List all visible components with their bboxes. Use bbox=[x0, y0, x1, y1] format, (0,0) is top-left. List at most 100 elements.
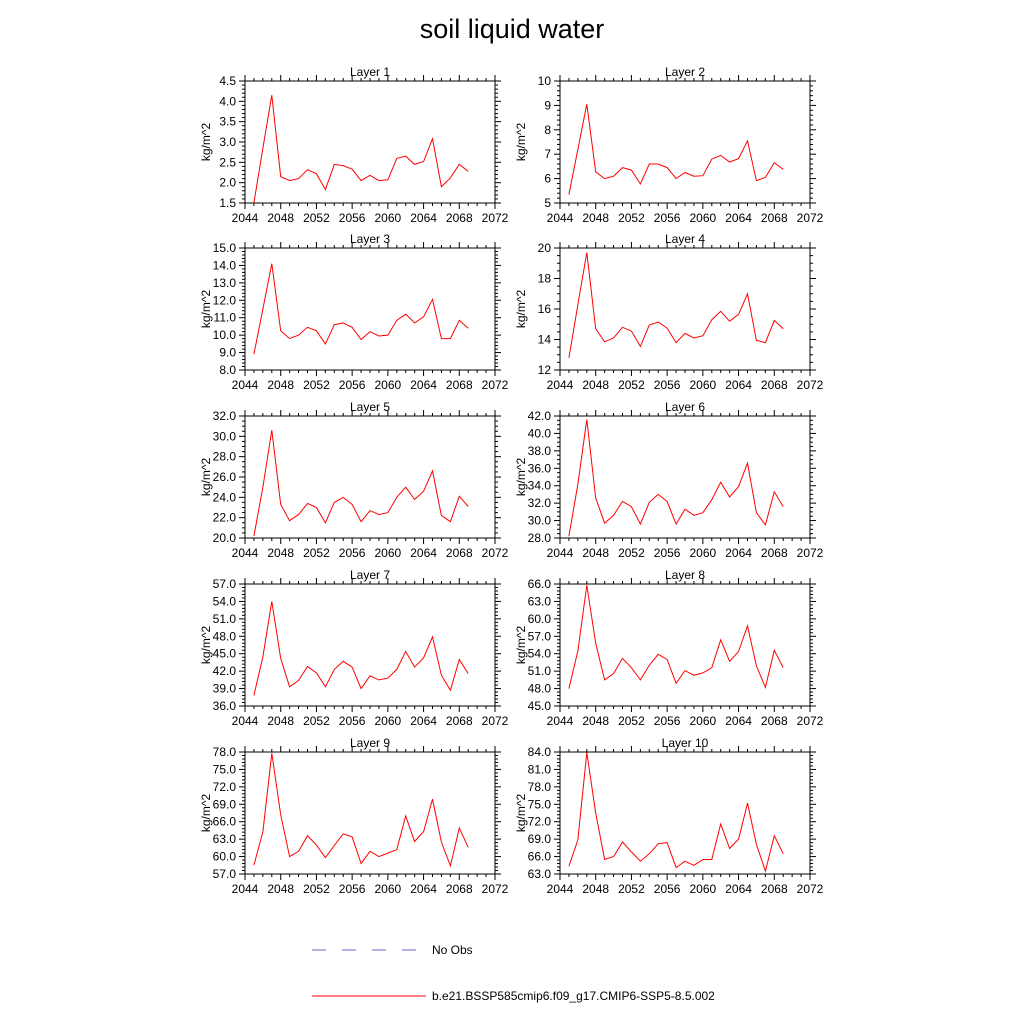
x-tick-label: 2052 bbox=[303, 714, 330, 728]
series-line bbox=[253, 753, 469, 868]
y-tick-label: 60.0 bbox=[528, 612, 552, 626]
x-tick-label: 2044 bbox=[232, 546, 259, 560]
x-tick-label: 2056 bbox=[654, 546, 681, 560]
y-tick-label: 75.0 bbox=[213, 762, 237, 776]
x-tick-label: 2072 bbox=[797, 211, 824, 225]
x-tick-label: 2048 bbox=[582, 714, 609, 728]
y-tick-label: 32.0 bbox=[213, 409, 237, 423]
y-tick-label: 30.0 bbox=[528, 514, 552, 528]
y-tick-label: 4.0 bbox=[219, 94, 236, 108]
y-tick-label: 6 bbox=[544, 172, 551, 186]
x-tick-label: 2056 bbox=[339, 882, 366, 896]
y-tick-label: 13.0 bbox=[213, 276, 237, 290]
x-tick-label: 2052 bbox=[618, 882, 645, 896]
x-tick-label: 2068 bbox=[761, 378, 788, 392]
x-tick-label: 2064 bbox=[410, 211, 437, 225]
y-tick-label: 75.0 bbox=[528, 797, 552, 811]
plot-frame bbox=[244, 751, 496, 875]
series-line bbox=[568, 252, 784, 358]
x-tick-label: 2060 bbox=[690, 882, 717, 896]
y-tick-label: 32.0 bbox=[528, 496, 552, 510]
y-tick-label: 45.0 bbox=[213, 647, 237, 661]
x-tick-label: 2056 bbox=[339, 714, 366, 728]
panel-layer-4: Layer 4 2044 2048 2052 2056 2060 2064 2068 2072 1… bbox=[514, 232, 824, 392]
series-line bbox=[568, 585, 784, 690]
panel-layer-3: Layer 3 2044 2048 2052 2056 2060 2064 2068 2072 8… bbox=[199, 232, 509, 392]
plot-frame bbox=[244, 415, 496, 539]
panel-title: Layer 3 bbox=[350, 232, 390, 246]
y-tick-label: 5 bbox=[544, 196, 551, 210]
y-tick-label: 45.0 bbox=[528, 699, 552, 713]
y-tick-label: 69.0 bbox=[213, 797, 237, 811]
panel-layer-5: Layer 5 2044 2048 2052 2056 2060 2064 2068 2072 2… bbox=[199, 400, 509, 560]
y-tick-label: 20 bbox=[538, 241, 552, 255]
y-tick-label: 8.0 bbox=[219, 363, 236, 377]
y-tick-label: 10.0 bbox=[213, 328, 237, 342]
x-tick-label: 2044 bbox=[547, 211, 574, 225]
plot-frame bbox=[244, 583, 496, 707]
y-axis-label: kg/m^2 bbox=[199, 458, 213, 497]
x-tick-label: 2044 bbox=[232, 378, 259, 392]
y-tick-label: 12.0 bbox=[213, 293, 237, 307]
x-tick-label: 2072 bbox=[797, 378, 824, 392]
panel-title: Layer 2 bbox=[665, 65, 705, 79]
x-tick-label: 2072 bbox=[797, 546, 824, 560]
figure-title: soil liquid water bbox=[419, 14, 605, 44]
plot-frame bbox=[559, 247, 811, 371]
y-tick-label: 24.0 bbox=[213, 490, 237, 504]
x-tick-label: 2060 bbox=[375, 882, 402, 896]
plot-frame bbox=[244, 80, 496, 204]
y-axis-label: kg/m^2 bbox=[514, 794, 528, 833]
panel-layer-2: Layer 2 2044 2048 2052 2056 2060 2064 2068 2072 5… bbox=[514, 65, 824, 225]
panel-title: Layer 1 bbox=[350, 65, 390, 79]
x-tick-label: 2072 bbox=[482, 882, 509, 896]
y-tick-label: 2.5 bbox=[219, 155, 236, 169]
y-tick-label: 63.0 bbox=[528, 867, 552, 881]
panel-title: Layer 7 bbox=[350, 568, 390, 582]
legend: No Obs b.e21.BSSP585cmip6.f09_g17.CMIP6-S… bbox=[312, 943, 715, 1003]
x-tick-label: 2068 bbox=[446, 546, 473, 560]
y-axis-label: kg/m^2 bbox=[514, 290, 528, 329]
legend-label: b.e21.BSSP585cmip6.f09_g17.CMIP6-SSP5-8.… bbox=[432, 989, 715, 1003]
series-line bbox=[568, 752, 784, 873]
x-tick-label: 2048 bbox=[267, 211, 294, 225]
x-tick-label: 2068 bbox=[761, 882, 788, 896]
y-tick-label: 48.0 bbox=[213, 629, 237, 643]
x-tick-label: 2068 bbox=[761, 714, 788, 728]
x-tick-label: 2060 bbox=[690, 546, 717, 560]
x-tick-label: 2052 bbox=[303, 882, 330, 896]
x-tick-label: 2056 bbox=[654, 714, 681, 728]
x-tick-label: 2064 bbox=[410, 378, 437, 392]
x-tick-label: 2044 bbox=[547, 882, 574, 896]
series-line bbox=[568, 419, 784, 537]
x-tick-label: 2064 bbox=[725, 546, 752, 560]
panel-title: Layer 8 bbox=[665, 568, 705, 582]
panel-layer-10: Layer 10 2044 2048 2052 2056 2060 2064 2068 2072… bbox=[514, 736, 824, 896]
x-tick-label: 2056 bbox=[654, 378, 681, 392]
x-tick-label: 2072 bbox=[482, 546, 509, 560]
y-tick-label: 11.0 bbox=[214, 311, 237, 325]
y-tick-label: 63.0 bbox=[528, 594, 552, 608]
y-tick-label: 34.0 bbox=[528, 479, 552, 493]
y-tick-label: 78.0 bbox=[528, 780, 552, 794]
series-line bbox=[253, 263, 469, 355]
y-tick-label: 22.0 bbox=[213, 511, 237, 525]
y-tick-label: 42.0 bbox=[528, 409, 552, 423]
x-tick-label: 2052 bbox=[618, 378, 645, 392]
x-tick-label: 2044 bbox=[232, 211, 259, 225]
y-tick-label: 28.0 bbox=[213, 450, 237, 464]
y-tick-label: 9.0 bbox=[219, 346, 236, 360]
x-tick-label: 2060 bbox=[690, 211, 717, 225]
panel-title: Layer 9 bbox=[350, 736, 390, 750]
y-tick-label: 39.0 bbox=[213, 682, 237, 696]
y-tick-label: 66.0 bbox=[213, 815, 237, 829]
y-tick-label: 9 bbox=[544, 98, 551, 112]
y-tick-label: 38.0 bbox=[528, 444, 552, 458]
y-tick-label: 3.5 bbox=[219, 115, 236, 129]
x-tick-label: 2072 bbox=[482, 378, 509, 392]
y-tick-label: 28.0 bbox=[528, 531, 552, 545]
x-tick-label: 2060 bbox=[690, 714, 717, 728]
y-axis-label: kg/m^2 bbox=[199, 626, 213, 665]
y-tick-label: 36.0 bbox=[213, 699, 237, 713]
x-tick-label: 2064 bbox=[410, 882, 437, 896]
